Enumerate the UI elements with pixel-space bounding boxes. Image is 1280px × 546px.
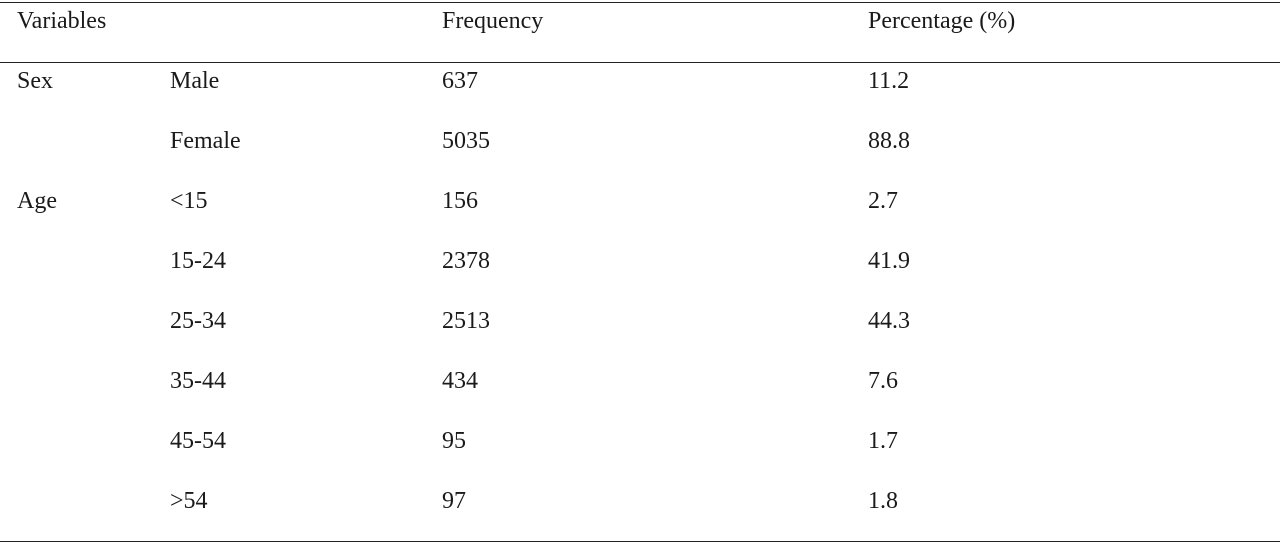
row-percentage: 1.7 <box>868 428 898 454</box>
row-category: 25-34 <box>170 308 226 334</box>
table-bottom-rule <box>0 541 1280 542</box>
row-category: 35-44 <box>170 368 226 394</box>
row-category: 45-54 <box>170 428 226 454</box>
row-category: Female <box>170 128 241 154</box>
row-category: Male <box>170 68 220 94</box>
row-frequency: 637 <box>442 68 478 94</box>
row-frequency: 2378 <box>442 248 490 274</box>
row-frequency: 156 <box>442 188 478 214</box>
row-category: <15 <box>170 188 208 214</box>
table-header-rule <box>0 62 1280 63</box>
table-top-rule <box>0 2 1280 3</box>
table-row: 25-34 2513 44.3 <box>0 306 1280 336</box>
row-frequency: 2513 <box>442 308 490 334</box>
row-percentage: 7.6 <box>868 368 898 394</box>
row-category: >54 <box>170 488 208 514</box>
table-row: 15-24 2378 41.9 <box>0 246 1280 276</box>
row-percentage: 2.7 <box>868 188 898 214</box>
header-frequency: Frequency <box>442 8 544 34</box>
table-row: 45-54 95 1.7 <box>0 426 1280 456</box>
table-row: Sex Male 637 11.2 <box>0 66 1280 96</box>
table-row: Female 5035 88.8 <box>0 126 1280 156</box>
row-percentage: 11.2 <box>868 68 910 94</box>
table-row: 35-44 434 7.6 <box>0 366 1280 396</box>
table-row: Age <15 156 2.7 <box>0 186 1280 216</box>
row-variable: Sex <box>17 68 53 94</box>
table-header-row: Variables Frequency Percentage (%) <box>0 6 1280 36</box>
row-variable: Age <box>17 188 57 214</box>
row-frequency: 5035 <box>442 128 490 154</box>
header-variables: Variables <box>17 8 107 34</box>
row-frequency: 434 <box>442 368 478 394</box>
header-percentage: Percentage (%) <box>868 8 1016 34</box>
table-row: >54 97 1.8 <box>0 486 1280 516</box>
row-percentage: 41.9 <box>868 248 910 274</box>
row-frequency: 95 <box>442 428 466 454</box>
row-percentage: 1.8 <box>868 488 898 514</box>
row-percentage: 44.3 <box>868 308 910 334</box>
row-frequency: 97 <box>442 488 466 514</box>
row-percentage: 88.8 <box>868 128 910 154</box>
row-category: 15-24 <box>170 248 226 274</box>
